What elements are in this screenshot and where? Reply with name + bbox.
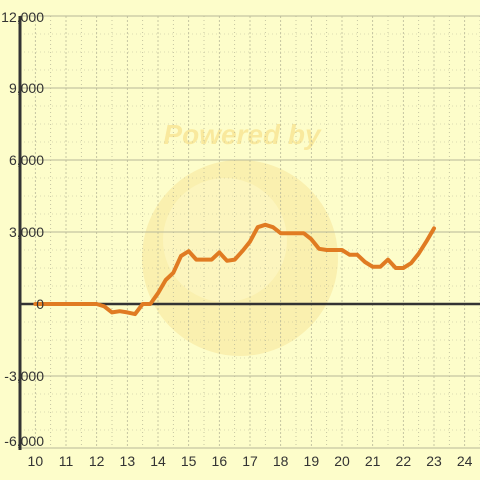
grid [19,15,480,449]
data-point [119,310,121,312]
y-tick-label: 0 [36,296,44,312]
y-tick-label: 12,000 [1,9,44,25]
x-tick-label: 17 [242,453,258,469]
x-tick-label: 21 [365,453,381,469]
x-tick-label: 18 [273,453,289,469]
watermark-logo-highlight-icon [163,178,287,302]
x-tick-label: 11 [59,453,74,469]
x-tick-label: 15 [181,453,197,469]
data-point [103,305,105,307]
data-point [349,254,351,256]
data-point [356,254,358,256]
data-point [157,292,159,294]
data-point [272,226,274,228]
x-tick-label: 23 [426,453,442,469]
data-point [418,253,420,255]
y-tick-label: 3,000 [9,224,44,240]
data-point [149,303,151,305]
data-point [34,303,36,305]
data-point [387,259,389,261]
data-point [165,279,167,281]
data-point [96,303,98,305]
data-point [433,227,435,229]
x-tick-label: 19 [304,453,320,469]
data-point [295,232,297,234]
data-point [379,266,381,268]
watermark-text: Powered by [163,119,322,150]
data-point [111,311,113,313]
data-point [180,255,182,257]
data-point [218,251,220,253]
tick-labels: 10 11 12 13 14 15 16 17 18 19 20 21 22 23 24 -6,000 -3,0… [1,9,472,469]
data-point [188,250,190,252]
data-point [326,249,328,251]
data-point [402,267,404,269]
x-tick-label: 13 [120,453,136,469]
data-point [249,241,251,243]
data-point [226,260,228,262]
data-point [303,232,305,234]
x-tick-label: 16 [212,453,228,469]
series-layer [33,222,436,317]
data-point [172,272,174,274]
x-tick-label: 22 [396,453,412,469]
data-point [211,259,213,261]
x-tick-label: 14 [150,453,166,469]
data-point [410,262,412,264]
data-point [333,249,335,251]
data-point [65,303,67,305]
data-point [195,259,197,261]
x-tick-label: 12 [89,453,105,469]
data-point [257,226,259,228]
y-tick-label: -3,000 [4,368,44,384]
data-point [134,313,136,315]
powered-by-watermark: Powered by [142,119,338,356]
data-point [203,259,205,261]
y-tick-label: -6,000 [4,433,44,449]
y-tick-label: 6,000 [9,152,44,168]
x-tick-label: 10 [28,453,44,469]
data-point [425,241,427,243]
data-point [287,232,289,234]
data-point [341,249,343,251]
data-point [241,250,243,252]
data-point [318,248,320,250]
data-point [234,259,236,261]
x-tick-label: 24 [457,453,473,469]
data-point [372,266,374,268]
data-point [310,238,312,240]
data-point [395,267,397,269]
data-point [142,303,144,305]
data-point [280,232,282,234]
data-point [364,261,366,263]
data-point [264,224,266,226]
x-tick-label: 20 [334,453,350,469]
data-point [126,311,128,313]
y-tick-label: 9,000 [9,80,44,96]
